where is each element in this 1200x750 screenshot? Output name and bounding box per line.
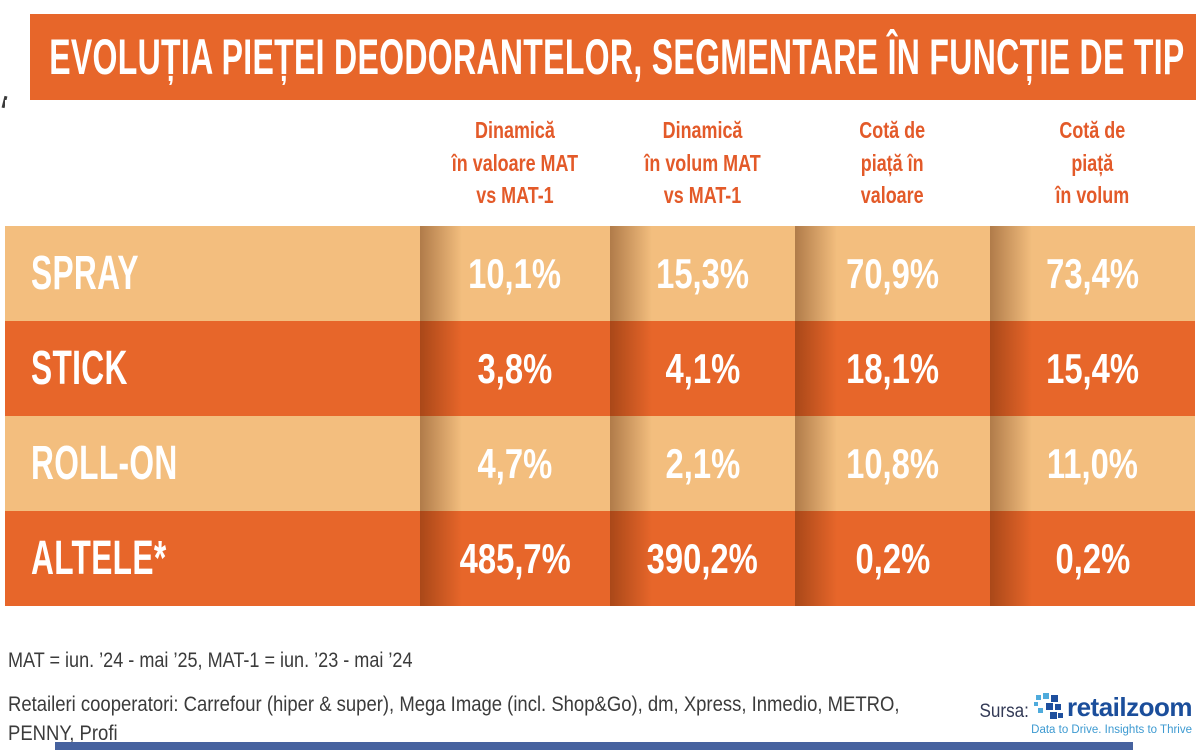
- header-cell-volume-share: Cotă de piață în volum: [1055, 117, 1130, 209]
- retailzoom-logo-icon: [1033, 692, 1063, 719]
- table-header-row: Dinamică în valoare MAT vs MAT-1 Dinamic…: [5, 100, 1195, 226]
- row-label: ROLL-ON: [31, 437, 178, 490]
- header-cell-volume-dynamics: Dinamică în volum MAT vs MAT-1: [644, 117, 761, 209]
- header-cell-value-share: Cotă de piață în valoare: [859, 117, 926, 209]
- value-cell: 0,2%: [795, 511, 990, 606]
- value-cell: 4,1%: [610, 321, 795, 416]
- value-cell: 390,2%: [610, 511, 795, 606]
- value-cell: 485,7%: [420, 511, 610, 606]
- footnote-retailers: Retaileri cooperatori: Carrefour (hiper …: [8, 693, 900, 745]
- value-cell: 11,0%: [990, 416, 1195, 511]
- header-cell-value-dynamics: Dinamică în valoare MAT vs MAT-1: [451, 117, 579, 209]
- row-label-cell: SPRAY: [5, 226, 420, 321]
- retailzoom-logo-row: retailzoom: [1033, 692, 1193, 723]
- footnote-mat-definition: MAT = iun. ’24 - mai ’25, MAT-1 = iun. ’…: [8, 649, 413, 672]
- value-cell: 15,3%: [610, 226, 795, 321]
- value-cell: 18,1%: [795, 321, 990, 416]
- row-label-cell: ROLL-ON: [5, 416, 420, 511]
- value-cell: 10,1%: [420, 226, 610, 321]
- value-cell: 0,2%: [990, 511, 1195, 606]
- source-block: Sursa: retailzoom Data to Drive. Insight…: [974, 692, 1193, 736]
- value-cell: 3,8%: [420, 321, 610, 416]
- row-label-cell: STICK: [5, 321, 420, 416]
- table-row-stick: STICK 3,8% 4,1% 18,1% 15,4%: [5, 321, 1195, 416]
- row-label: STICK: [31, 342, 128, 395]
- table-row-spray: SPRAY 10,1% 15,3% 70,9% 73,4%: [5, 226, 1195, 321]
- row-label: ALTELE*: [31, 532, 167, 585]
- footer-bar: [55, 742, 1133, 750]
- market-table: Dinamică în valoare MAT vs MAT-1 Dinamic…: [5, 100, 1195, 606]
- retailzoom-logo: retailzoom Data to Drive. Insights to Th…: [1031, 692, 1192, 736]
- retailzoom-wordmark: retailzoom: [1066, 692, 1193, 722]
- source-label: Sursa:: [979, 701, 1030, 722]
- row-label-cell: ALTELE*: [5, 511, 420, 606]
- row-label: SPRAY: [31, 247, 139, 300]
- value-cell: 70,9%: [795, 226, 990, 321]
- retailzoom-tagline: Data to Drive. Insights to Thrive: [1031, 724, 1192, 736]
- header-cell-type: [5, 100, 420, 226]
- title-bar: EVOLUȚIA PIEȚEI DEODORANTELOR, SEGMENTAR…: [30, 14, 1196, 100]
- value-cell: 15,4%: [990, 321, 1195, 416]
- table-row-altele: ALTELE* 485,7% 390,2% 0,2% 0,2%: [5, 511, 1195, 606]
- value-cell: 4,7%: [420, 416, 610, 511]
- value-cell: 73,4%: [990, 226, 1195, 321]
- page-title: EVOLUȚIA PIEȚEI DEODORANTELOR, SEGMENTAR…: [49, 29, 1185, 85]
- value-cell: 2,1%: [610, 416, 795, 511]
- table-row-roll-on: ROLL-ON 4,7% 2,1% 10,8% 11,0%: [5, 416, 1195, 511]
- value-cell: 10,8%: [795, 416, 990, 511]
